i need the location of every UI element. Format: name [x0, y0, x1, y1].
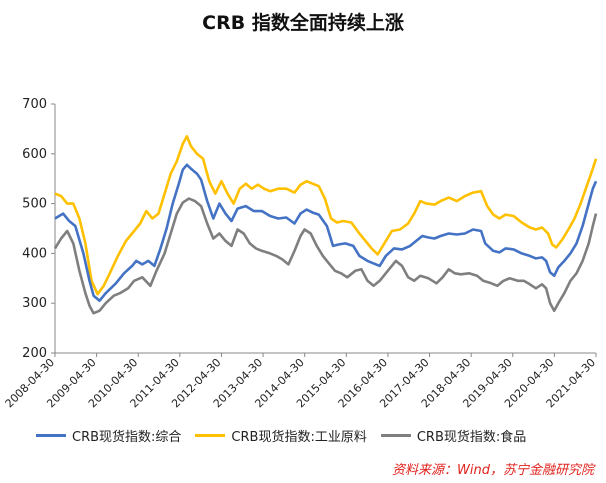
legend-swatch-industrial [195, 434, 226, 437]
y-tick-label: 700 [22, 97, 47, 112]
y-tick-label: 500 [22, 197, 47, 212]
legend-item-composite: CRB现货指数:综合 [36, 426, 181, 445]
legend-swatch-food [380, 434, 411, 437]
y-tick-label: 200 [22, 346, 47, 361]
legend-item-industrial: CRB现货指数:工业原料 [195, 426, 367, 445]
legend-item-food: CRB现货指数:食品 [380, 426, 527, 445]
y-tick-label: 300 [22, 296, 47, 311]
legend-swatch-composite [36, 434, 66, 437]
y-tick-label: 600 [22, 147, 47, 162]
legend-label-industrial: CRB现货指数:工业原料 [231, 430, 367, 445]
series-line-composite [54, 163, 598, 302]
chart-title: CRB 指数全面持续上涨 [202, 12, 404, 34]
series-line-food [53, 197, 598, 315]
y-tick-label: 400 [22, 246, 47, 261]
series-line-industrial [54, 135, 598, 296]
legend: CRB现货指数:综合 CRB现货指数:工业原料 CRB现货指数:食品 [36, 426, 606, 445]
legend-label-composite: CRB现货指数:综合 [72, 430, 182, 445]
legend-label-food: CRB现货指数:食品 [416, 430, 527, 445]
source-note: 资料来源：Wind，苏宁金融研究院 [392, 463, 594, 478]
